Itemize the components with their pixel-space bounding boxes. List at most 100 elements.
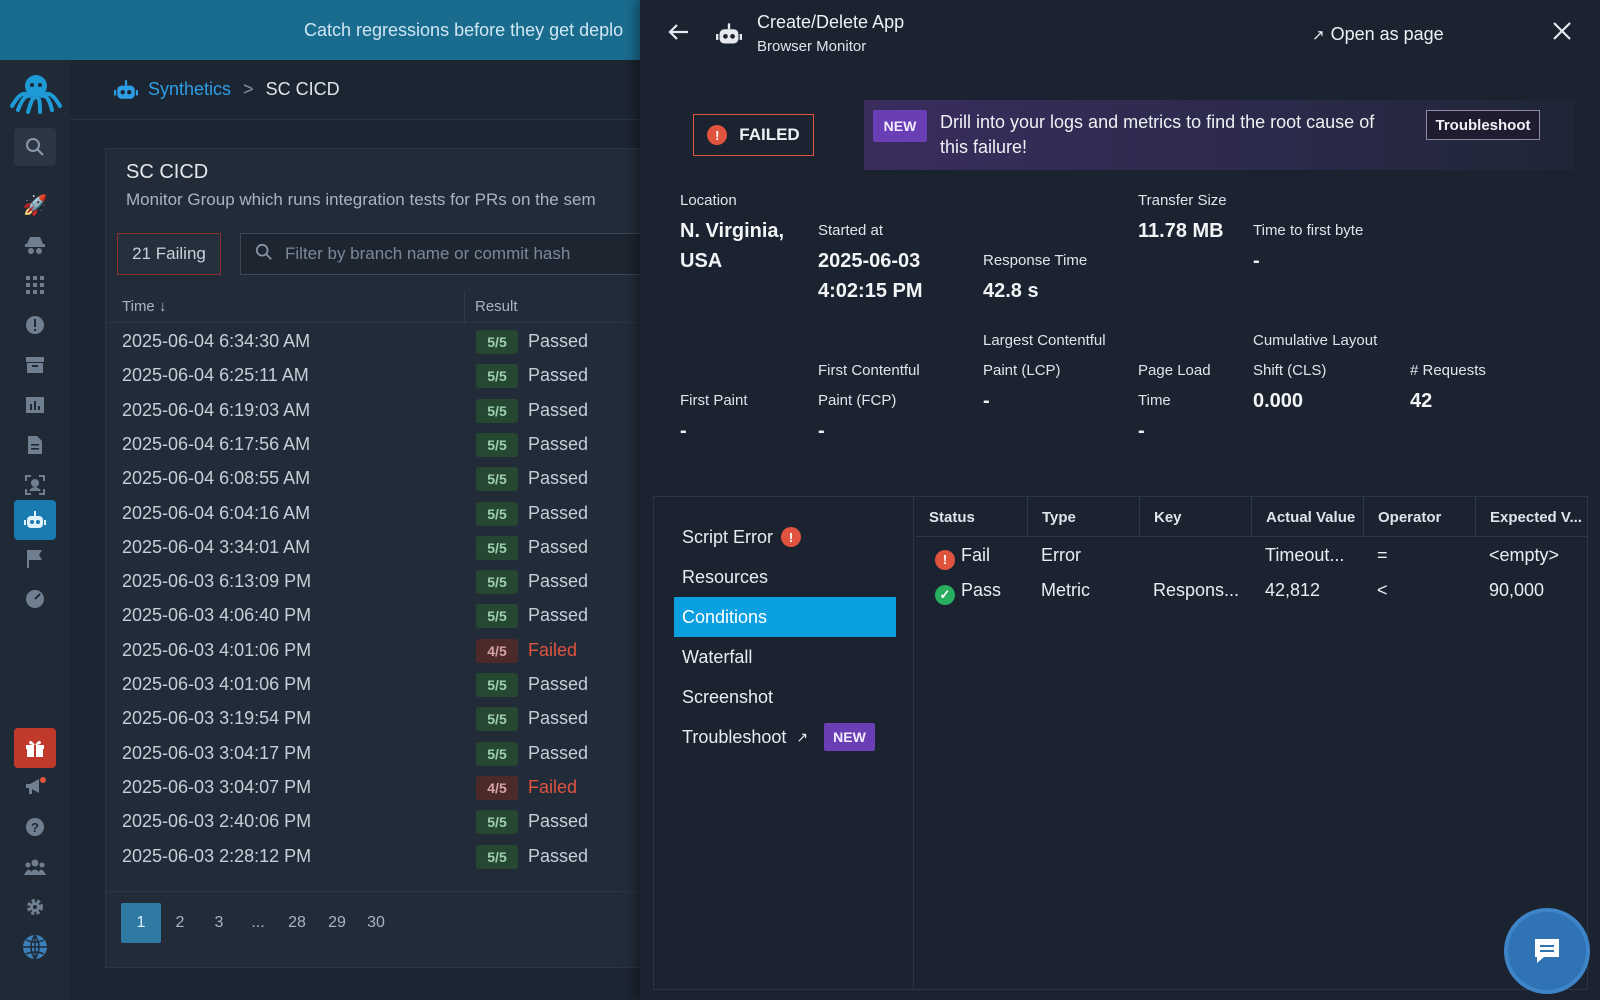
table-row[interactable]: 2025-06-03 4:06:40 PM 5/5 Passed bbox=[106, 599, 666, 633]
table-row[interactable]: 2025-06-04 6:08:55 AM 5/5 Passed bbox=[106, 462, 666, 496]
page-1-button[interactable]: 1 bbox=[121, 903, 161, 943]
octopus-logo-icon[interactable] bbox=[10, 72, 62, 116]
page-30-button[interactable]: 30 bbox=[367, 914, 385, 931]
close-icon[interactable] bbox=[1552, 16, 1572, 48]
new-badge: NEW bbox=[824, 723, 875, 751]
column-type-header[interactable]: Type bbox=[1027, 497, 1139, 537]
result-status: Failed bbox=[528, 639, 578, 660]
condition-actual: 42,812 bbox=[1265, 580, 1321, 600]
page-29-button[interactable]: 29 bbox=[328, 914, 346, 931]
metric-ttfb: Time to first byte - bbox=[1253, 216, 1383, 276]
metric-value: - bbox=[680, 420, 687, 442]
chart-icon[interactable] bbox=[14, 386, 56, 424]
metric-value: 2025-06-03 4:02:15 PM bbox=[818, 250, 923, 302]
failing-filter-button[interactable]: 21 Failing bbox=[117, 233, 221, 275]
run-time: 2025-06-04 6:04:16 AM bbox=[122, 502, 311, 523]
score-badge: 5/5 bbox=[476, 707, 518, 732]
column-operator-header[interactable]: Operator bbox=[1363, 497, 1475, 537]
nav-conditions[interactable]: Conditions bbox=[674, 597, 896, 637]
column-key-header[interactable]: Key bbox=[1139, 497, 1251, 537]
nav-script-error[interactable]: Script Error ! bbox=[674, 517, 896, 557]
condition-key: Respons... bbox=[1153, 580, 1240, 600]
chat-button[interactable] bbox=[1504, 908, 1590, 994]
page-28-button[interactable]: 28 bbox=[288, 914, 306, 931]
metric-value: 0.000 bbox=[1253, 390, 1304, 412]
open-as-page-link[interactable]: ↗ Open as page bbox=[1312, 24, 1444, 45]
help-icon[interactable]: ? bbox=[14, 808, 56, 846]
table-row[interactable]: 2025-06-04 6:17:56 AM 5/5 Passed bbox=[106, 428, 666, 462]
page-3-button[interactable]: 3 bbox=[214, 914, 224, 931]
score-badge: 5/5 bbox=[476, 467, 518, 492]
back-arrow-icon[interactable] bbox=[668, 20, 690, 48]
condition-operator: = bbox=[1377, 545, 1388, 565]
megaphone-icon[interactable] bbox=[14, 768, 56, 806]
table-row[interactable]: 2025-06-03 3:04:17 PM 5/5 Passed bbox=[106, 737, 666, 771]
robot-icon[interactable] bbox=[14, 500, 56, 540]
metric-value: 42 bbox=[1410, 390, 1433, 412]
page-subtitle: Monitor Group which runs integration tes… bbox=[126, 190, 596, 209]
nav-screenshot[interactable]: Screenshot bbox=[674, 677, 896, 717]
drawer-title: Create/Delete App bbox=[757, 12, 905, 32]
breadcrumb-synthetics-link[interactable]: Synthetics bbox=[148, 79, 232, 99]
metric-label: Page Load Time bbox=[1138, 362, 1211, 409]
column-status-header[interactable]: Status bbox=[929, 509, 975, 526]
table-row[interactable]: 2025-06-04 6:04:16 AM 5/5 Passed bbox=[106, 497, 666, 531]
column-actual-header[interactable]: Actual Value bbox=[1251, 497, 1363, 537]
score-badge: 5/5 bbox=[476, 570, 518, 595]
table-row[interactable]: 2025-06-04 3:34:01 AM 5/5 Passed bbox=[106, 531, 666, 565]
table-row[interactable]: 2025-06-03 4:01:06 PM 4/5 Failed bbox=[106, 634, 666, 668]
result-status: Passed bbox=[528, 674, 589, 694]
metric-cls: Cumulative Layout Shift (CLS) 0.000 bbox=[1253, 326, 1383, 416]
score-badge: 5/5 bbox=[476, 604, 518, 629]
rocket-icon[interactable]: 🚀 bbox=[22, 194, 48, 217]
breadcrumb-current: SC CICD bbox=[265, 79, 340, 99]
table-row[interactable]: 2025-06-03 2:28:12 PM 5/5 Passed bbox=[106, 840, 666, 874]
result-status: Passed bbox=[528, 742, 589, 763]
table-row[interactable]: 2025-06-03 2:40:06 PM 5/5 Passed bbox=[106, 805, 666, 839]
table-row[interactable]: 2025-06-04 6:19:03 AM 5/5 Passed bbox=[106, 394, 666, 428]
alert-icon[interactable] bbox=[14, 306, 56, 344]
metric-label: # Requests bbox=[1410, 362, 1486, 379]
condition-type: Error bbox=[1041, 545, 1081, 565]
troubleshoot-button[interactable]: Troubleshoot bbox=[1426, 110, 1540, 140]
run-time: 2025-06-03 4:06:40 PM bbox=[122, 605, 312, 626]
column-result-header[interactable]: Result bbox=[464, 291, 518, 323]
table-row[interactable]: 2025-06-03 3:04:07 PM 4/5 Failed bbox=[106, 771, 666, 805]
result-status: Passed bbox=[528, 331, 589, 351]
error-icon: ! bbox=[781, 527, 802, 547]
column-expected-header[interactable]: Expected V... bbox=[1475, 497, 1587, 537]
table-row[interactable]: 2025-06-04 6:34:30 AM 5/5 Passed bbox=[106, 325, 666, 359]
gauge-icon[interactable] bbox=[14, 580, 56, 618]
table-row[interactable]: 2025-06-03 3:19:54 PM 5/5 Passed bbox=[106, 702, 666, 736]
run-time: 2025-06-03 3:04:17 PM bbox=[122, 742, 312, 763]
user-scan-icon[interactable] bbox=[14, 466, 56, 504]
nav-label: Waterfall bbox=[682, 646, 753, 667]
document-icon[interactable] bbox=[14, 426, 56, 464]
condition-expected: 90,000 bbox=[1489, 580, 1545, 600]
nav-waterfall[interactable]: Waterfall bbox=[674, 637, 896, 677]
table-row[interactable]: 2025-06-03 4:01:06 PM 5/5 Passed bbox=[106, 668, 666, 702]
flag-icon[interactable] bbox=[14, 540, 56, 578]
condition-expected: <empty> bbox=[1489, 545, 1560, 565]
globe-icon[interactable] bbox=[14, 928, 56, 966]
nav-resources[interactable]: Resources bbox=[674, 557, 896, 597]
search-input[interactable]: Filter by branch name or commit hash bbox=[240, 233, 660, 275]
column-time-header[interactable]: Time ↓ bbox=[122, 298, 167, 315]
gear-icon[interactable] bbox=[14, 888, 56, 926]
table-row: ✓ Pass Metric Respons... 42,812 < 90,000 bbox=[915, 572, 1587, 607]
apps-grid-icon[interactable] bbox=[14, 266, 56, 304]
nav-label: Conditions bbox=[682, 606, 768, 627]
inbox-icon[interactable] bbox=[14, 346, 56, 384]
gift-icon[interactable] bbox=[14, 728, 56, 768]
search-icon[interactable] bbox=[14, 128, 56, 166]
table-row[interactable]: 2025-06-03 6:13:09 PM 5/5 Passed bbox=[106, 565, 666, 599]
page-2-button[interactable]: 2 bbox=[175, 914, 185, 931]
team-icon[interactable] bbox=[14, 848, 56, 886]
run-time: 2025-06-03 2:28:12 PM bbox=[122, 845, 312, 866]
metric-label: Transfer Size bbox=[1138, 192, 1227, 209]
drawer-subtitle: Browser Monitor bbox=[757, 38, 867, 55]
spy-icon[interactable] bbox=[14, 226, 56, 264]
run-time: 2025-06-03 6:13:09 PM bbox=[122, 571, 312, 592]
nav-troubleshoot[interactable]: Troubleshoot ↗ NEW bbox=[674, 717, 896, 757]
table-row[interactable]: 2025-06-04 6:25:11 AM 5/5 Passed bbox=[106, 359, 666, 393]
